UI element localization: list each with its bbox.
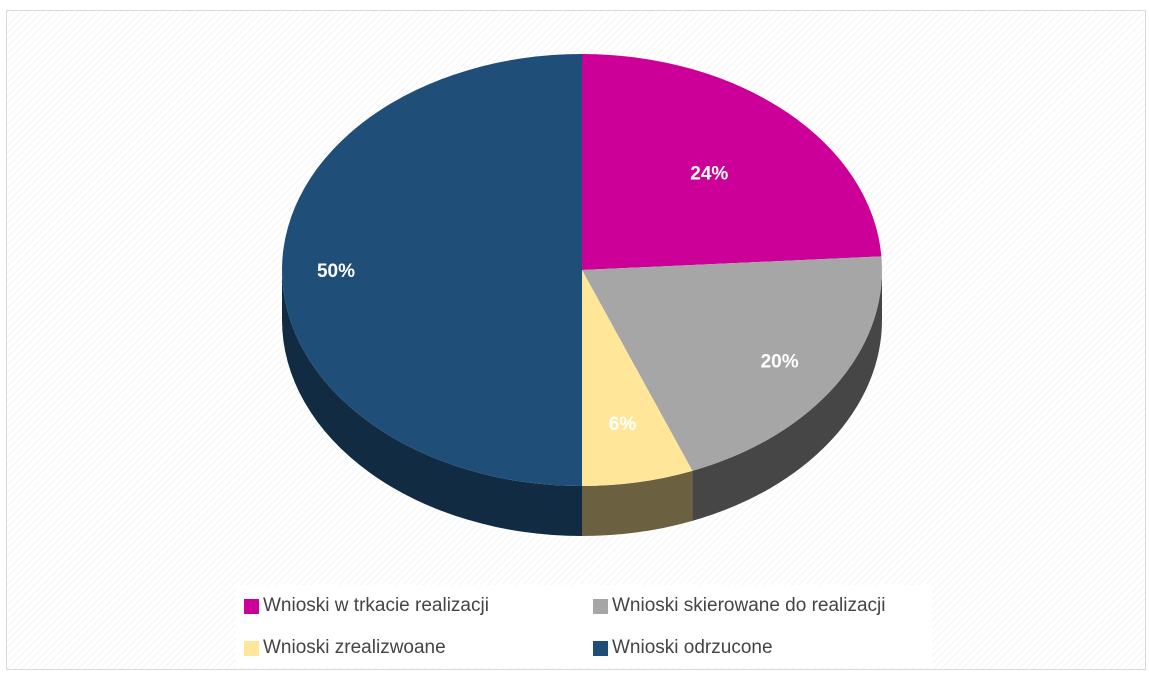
legend-label: Wnioski zrealizwoane <box>263 637 446 658</box>
pie-slice-in-progress <box>582 54 882 270</box>
legend-label: Wnioski w trkacie realizacji <box>263 595 489 616</box>
legend: Wnioski w trkacie realizacji Wnioski ski… <box>236 585 932 667</box>
pie-3d-sides <box>282 270 882 536</box>
legend-swatch <box>244 640 259 656</box>
pie-slice-completed <box>582 270 693 486</box>
legend-label: Wnioski odrzucone <box>612 637 773 658</box>
data-label-directed: 20% <box>761 351 799 372</box>
legend-swatch <box>593 640 608 656</box>
pie-side-completed <box>582 470 693 536</box>
legend-swatch <box>593 598 608 614</box>
legend-item-rejected: Wnioski odrzucone <box>593 637 773 659</box>
data-label-completed: 6% <box>609 414 637 435</box>
pie-side-directed <box>692 270 882 521</box>
legend-item-directed: Wnioski skierowane do realizacji <box>593 595 886 617</box>
legend-item-in-progress: Wnioski w trkacie realizacji <box>244 595 489 617</box>
pie-slices <box>282 54 882 486</box>
legend-swatch <box>244 598 259 614</box>
pie-slice-rejected <box>282 54 582 486</box>
data-label-in-progress: 24% <box>690 163 728 184</box>
data-label-rejected: 50% <box>317 261 355 282</box>
pie-side-rejected <box>282 270 582 536</box>
pie-slice-directed <box>582 256 882 471</box>
pie-data-labels: 24% 20% 6% 50% <box>317 163 799 434</box>
legend-label: Wnioski skierowane do realizacji <box>612 595 886 616</box>
legend-item-completed: Wnioski zrealizwoane <box>244 637 446 659</box>
